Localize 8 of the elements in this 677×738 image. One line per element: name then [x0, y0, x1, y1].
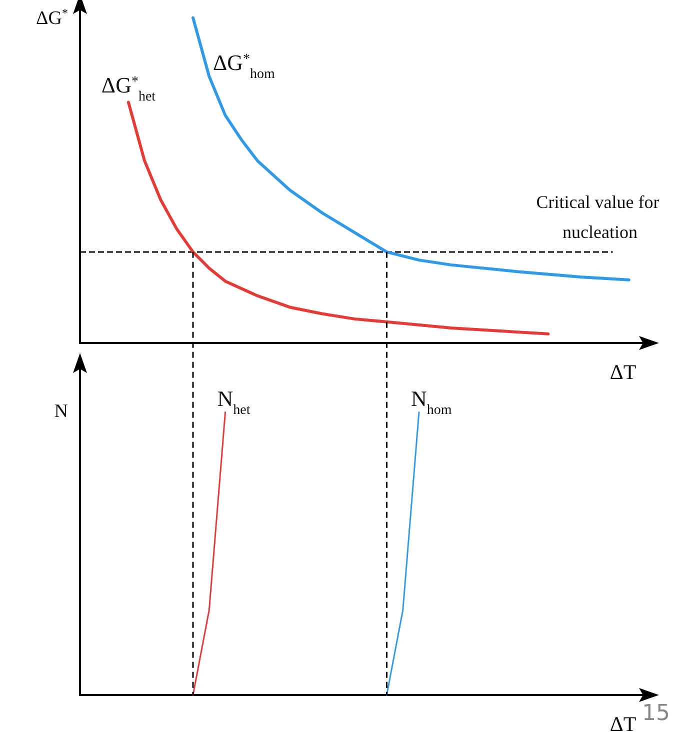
- y-axis-title: ΔG$^{*}$: [36, 6, 68, 29]
- y-axis-title: N: [54, 401, 68, 422]
- ref-line-label: Critical value for nucleation: [536, 192, 660, 242]
- text: 15: [642, 701, 670, 726]
- x-axis-title: ΔT: [610, 712, 636, 736]
- x-axis-title: ΔT: [610, 360, 636, 384]
- series-label: N$_{hom}$: [411, 386, 452, 418]
- series-label: N$_{het}$: [217, 386, 250, 418]
